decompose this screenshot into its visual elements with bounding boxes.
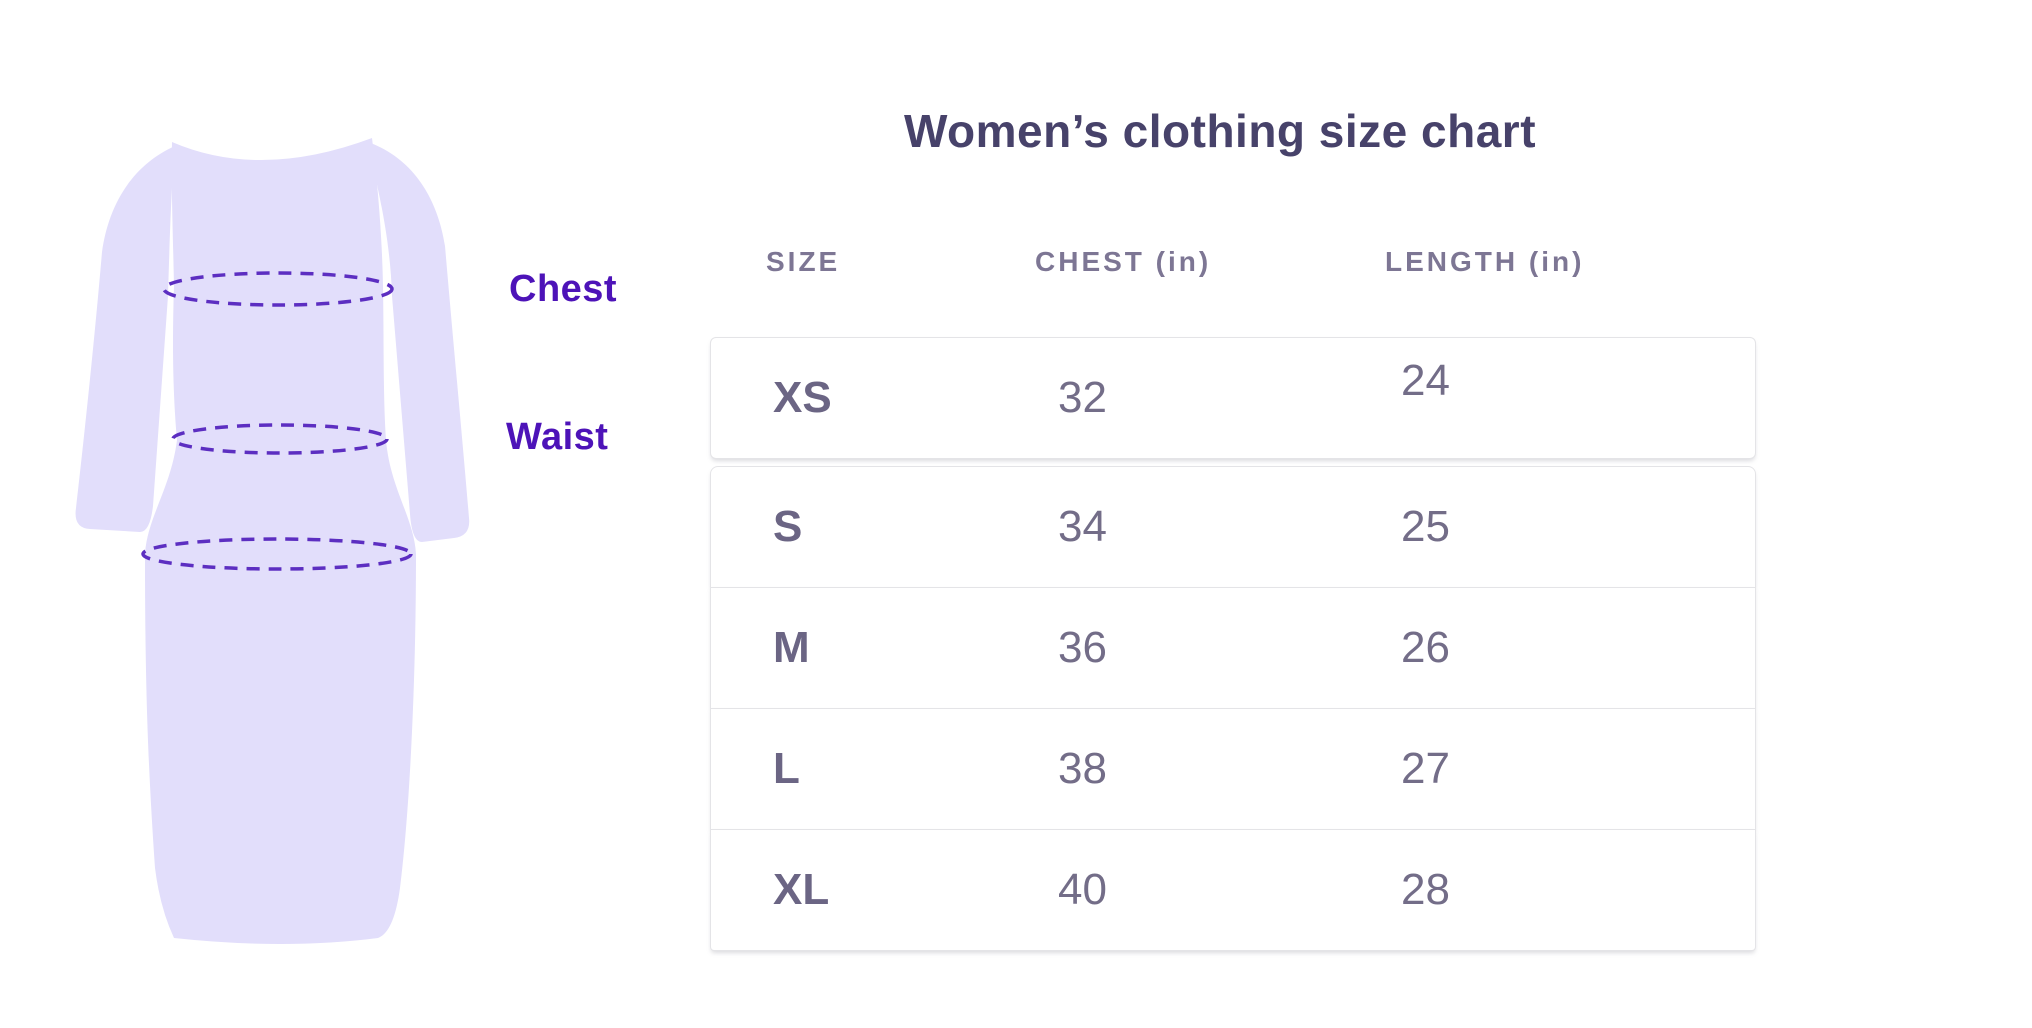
length-cell: 24 [1401,356,1450,405]
page-title: Women’s clothing size chart [903,105,1537,157]
size-cell: L [773,744,800,793]
table-row-s: S 34 25 [710,466,1756,588]
length-cell: 25 [1401,502,1450,551]
table-row-xs: XS 32 24 [710,337,1756,459]
chest-cell: 36 [1058,623,1107,672]
size-cell: XL [773,865,830,914]
size-table: SIZE CHEST (in) LENGTH (in) XS 32 24 S 3… [710,246,1756,951]
length-cell: 27 [1401,744,1450,793]
chest-cell: 38 [1058,744,1107,793]
dress-body-shape [145,138,416,944]
dress-left-sleeve-shape [75,146,175,532]
waist-label: Waist [506,416,609,458]
table-row-m: M 36 26 [710,587,1756,709]
table-row-xl: XL 40 28 [710,829,1756,951]
chest-measure-ellipse [162,271,394,307]
hip-measure-ellipse [141,537,413,571]
column-header-chest: CHEST (in) [1035,246,1212,277]
size-cell: S [773,502,803,551]
length-cell: 28 [1401,865,1450,914]
table-row-l: L 38 27 [710,708,1756,830]
chest-cell: 34 [1058,502,1107,551]
column-header-size: SIZE [766,246,841,277]
length-cell: 26 [1401,623,1450,672]
dress-right-sleeve-shape [368,142,470,542]
size-cell: M [773,623,810,672]
size-cell: XS [773,373,832,422]
table-body: XS 32 24 S 34 25 M 36 26 L 38 27 XL 40 [710,337,1756,951]
column-header-length: LENGTH (in) [1385,246,1585,277]
waist-measure-ellipse [171,423,389,455]
chest-cell: 40 [1058,865,1107,914]
chest-label: Chest [509,268,618,310]
chest-cell: 32 [1058,373,1107,422]
table-header-row: SIZE CHEST (in) LENGTH (in) [710,246,1756,288]
dress-illustration [75,138,470,944]
